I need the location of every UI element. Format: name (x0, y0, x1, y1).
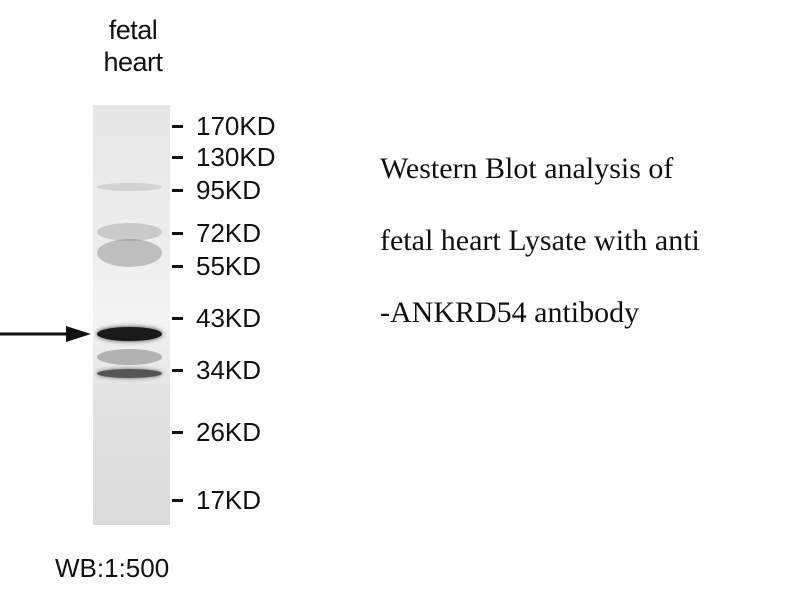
tick (172, 430, 183, 434)
tick (172, 264, 183, 268)
marker-95: 95KD (172, 175, 261, 205)
marker-170: 170KD (172, 111, 276, 141)
marker-72: 72KD (172, 218, 261, 248)
sample-label-line: heart (103, 47, 163, 77)
marker-label: 95KD (196, 175, 262, 205)
tick (172, 124, 183, 128)
marker-label: 26KD (196, 417, 262, 447)
marker-34: 34KD (172, 355, 261, 385)
marker-label: 72KD (196, 218, 262, 248)
marker-55: 55KD (172, 251, 261, 281)
marker-label: 55KD (196, 251, 262, 281)
description: Western Blot analysis of fetal heart Lys… (380, 152, 700, 368)
marker-label: 130KD (196, 142, 276, 172)
marker-17: 17KD (172, 485, 261, 515)
tick (172, 155, 183, 159)
marker-43: 43KD (172, 303, 261, 333)
tick (172, 498, 183, 502)
marker-26: 26KD (172, 417, 261, 447)
tick (172, 231, 183, 235)
description-line: Western Blot analysis of (380, 152, 674, 185)
marker-label: 34KD (196, 355, 262, 385)
band-faint-60 (97, 239, 162, 267)
band-lower-diffuse (97, 349, 162, 365)
sample-label: fetal heart (78, 14, 188, 78)
blot-lane (93, 105, 170, 525)
tick (172, 368, 183, 372)
band-lower (97, 369, 162, 378)
marker-130: 130KD (172, 142, 276, 172)
marker-label: 43KD (196, 303, 262, 333)
sample-label-line: fetal (108, 15, 158, 45)
band-faint-72 (97, 223, 162, 241)
arrow-icon (0, 326, 91, 342)
tick (172, 188, 183, 192)
tick (172, 316, 183, 320)
description-line: fetal heart Lysate with anti (380, 224, 700, 257)
band-main (97, 327, 162, 341)
dilution-label: WB:1:500 (55, 553, 170, 583)
description-line: -ANKRD54 antibody (380, 296, 640, 329)
marker-label: 170KD (196, 111, 276, 141)
marker-label: 17KD (196, 485, 262, 515)
band-faint-95 (97, 183, 162, 191)
